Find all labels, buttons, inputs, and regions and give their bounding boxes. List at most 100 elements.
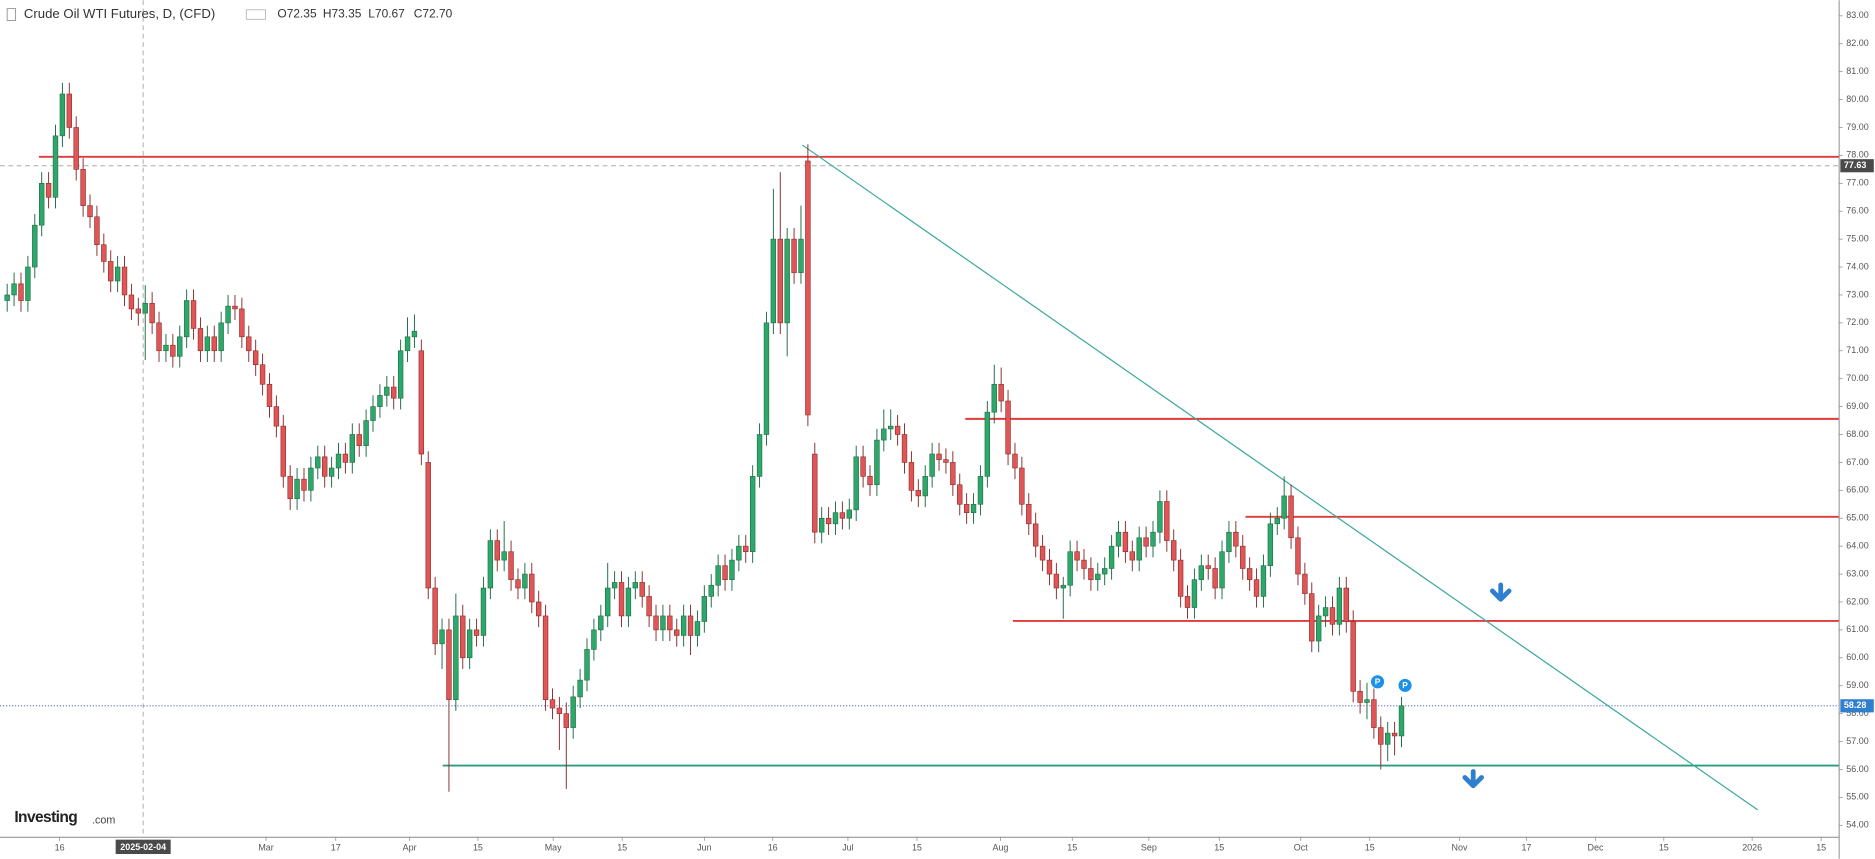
candle-body bbox=[542, 615, 549, 700]
x-tick-label: Nov bbox=[1452, 842, 1468, 852]
y-tick-label: 62.00 bbox=[1846, 596, 1868, 606]
y-tick-label: 63.00 bbox=[1846, 568, 1868, 578]
logo-main: Investing bbox=[14, 809, 77, 826]
x-tick-label: Mar bbox=[258, 842, 273, 852]
candle-body bbox=[501, 551, 507, 561]
logo-suffix: .com bbox=[92, 814, 115, 826]
y-tick-label: 76.00 bbox=[1846, 206, 1868, 216]
candle-body bbox=[1171, 540, 1177, 561]
candle-body bbox=[1136, 537, 1142, 561]
x-tick-label: 15 bbox=[617, 842, 627, 852]
candle-body bbox=[605, 587, 611, 617]
candle-body bbox=[832, 512, 839, 525]
candle-body bbox=[1309, 593, 1315, 642]
candle-body bbox=[363, 420, 369, 446]
event-marker bbox=[1398, 678, 1412, 692]
candle-body bbox=[611, 582, 618, 589]
candle-body bbox=[322, 456, 328, 477]
candle-body bbox=[950, 462, 956, 486]
candle-body bbox=[998, 383, 1004, 402]
candle-body bbox=[618, 582, 625, 617]
candle-body bbox=[308, 467, 314, 491]
candle-body bbox=[763, 322, 770, 435]
crosshair-x-label-box bbox=[115, 839, 171, 855]
candle-body bbox=[1205, 565, 1211, 569]
crosshair-price-label: 77.63 bbox=[1844, 160, 1866, 170]
candle-body bbox=[1329, 607, 1336, 625]
candle-body bbox=[487, 540, 494, 589]
y-tick-label: 57.00 bbox=[1846, 736, 1868, 746]
candle-body bbox=[1212, 568, 1218, 589]
candle-body bbox=[1122, 531, 1129, 553]
candle-body bbox=[805, 160, 811, 416]
event-marker-label: P bbox=[1375, 677, 1381, 687]
candle-body bbox=[922, 476, 928, 497]
y-tick-label: 75.00 bbox=[1846, 233, 1868, 243]
candle-body bbox=[1150, 531, 1156, 547]
candle-body bbox=[149, 303, 155, 324]
candle-body bbox=[556, 707, 563, 714]
candle-body bbox=[328, 467, 335, 477]
logo: Investing .com bbox=[14, 809, 115, 826]
candle-body bbox=[190, 300, 197, 329]
candle-body bbox=[881, 428, 887, 441]
down-arrow bbox=[1462, 769, 1484, 789]
candle-body bbox=[1032, 523, 1039, 547]
candle-body bbox=[977, 476, 984, 505]
candle-body bbox=[273, 406, 280, 427]
y-tick-label: 78.00 bbox=[1846, 150, 1868, 160]
candle-body bbox=[232, 305, 238, 310]
candle-body bbox=[1060, 584, 1066, 589]
down-arrow bbox=[1489, 582, 1512, 602]
candle-body bbox=[1088, 568, 1094, 580]
candle-body bbox=[984, 411, 991, 477]
x-tick-label: 2026 bbox=[1742, 842, 1762, 852]
candle-body bbox=[32, 224, 38, 268]
candle-body bbox=[439, 629, 445, 645]
y-tick-label: 64.00 bbox=[1846, 541, 1868, 551]
candle-body bbox=[508, 551, 514, 580]
candle-body bbox=[1357, 690, 1363, 703]
candle-body bbox=[963, 503, 970, 513]
candle-body bbox=[39, 183, 45, 226]
x-tick-label: 17 bbox=[331, 842, 341, 852]
x-tick-label: 15 bbox=[1365, 842, 1375, 852]
candle-body bbox=[1184, 596, 1191, 608]
candle-body bbox=[246, 336, 252, 352]
candle-body bbox=[818, 517, 825, 533]
plot-area bbox=[0, 0, 1840, 838]
candle-body bbox=[1378, 727, 1384, 745]
candle-body bbox=[1108, 545, 1115, 569]
candle-body bbox=[142, 303, 148, 314]
candle-body bbox=[453, 615, 459, 700]
candle-body bbox=[170, 344, 176, 357]
candle-body bbox=[1177, 559, 1184, 597]
y-tick-label: 81.00 bbox=[1846, 66, 1868, 76]
ohlc-close: C72.70 bbox=[414, 7, 453, 21]
candle-body bbox=[1315, 615, 1322, 642]
candle-body bbox=[1046, 559, 1053, 575]
candle-body bbox=[791, 238, 797, 273]
candle-body bbox=[577, 679, 583, 698]
candle-body bbox=[1198, 565, 1205, 580]
candle-body bbox=[908, 462, 915, 491]
candle-body bbox=[466, 629, 473, 659]
candle-body bbox=[25, 266, 31, 301]
y-tick-label: 77.00 bbox=[1846, 178, 1868, 188]
x-tick-label: 15 bbox=[1067, 842, 1077, 852]
candle-body bbox=[266, 383, 273, 407]
y-tick-label: 60.00 bbox=[1846, 652, 1868, 662]
crosshair-price-box bbox=[1840, 159, 1874, 173]
candle-body bbox=[1246, 568, 1253, 580]
y-tick-label: 73.00 bbox=[1846, 289, 1868, 299]
ohlc-high: H73.35 bbox=[323, 7, 362, 21]
candle-body bbox=[1398, 705, 1405, 737]
candle-body bbox=[1143, 537, 1149, 547]
candle-body bbox=[1012, 453, 1018, 469]
candle-body bbox=[259, 364, 266, 385]
candle-body bbox=[108, 261, 114, 282]
candle-body bbox=[667, 615, 673, 631]
candle-body bbox=[218, 322, 224, 352]
candle-body bbox=[591, 629, 597, 650]
